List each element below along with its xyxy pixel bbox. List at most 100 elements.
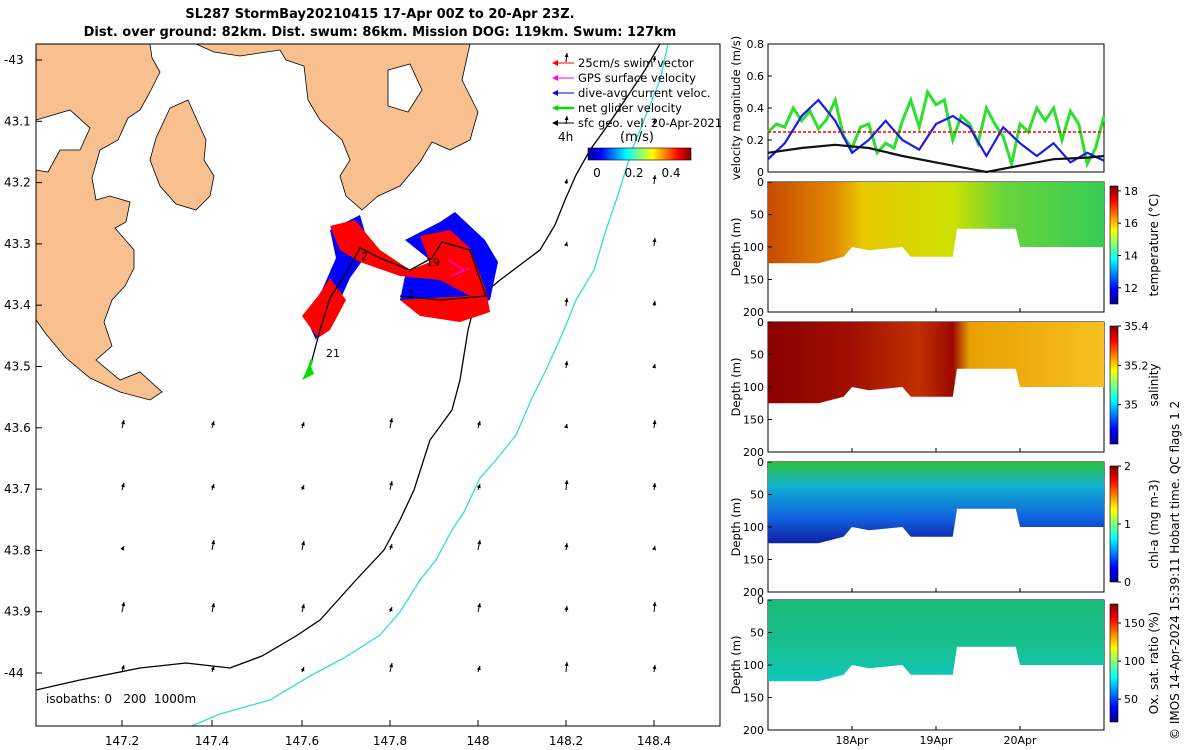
- map-ticks: 147.2 147.4 147.6 147.8 148 148.2 148.4 -43 43.1…: [4, 53, 671, 748]
- geo-velocity-arrow: [301, 540, 306, 551]
- map-xtick-label: 148.2: [549, 734, 583, 748]
- section-panel: 0 50 100 150 200 Depth (m) 12 14 16 18 temperature…: [729, 176, 1161, 319]
- legend-arrowhead: [552, 75, 558, 81]
- sec-ytick-label: 150: [743, 554, 764, 567]
- legend-label: GPS surface velocity: [578, 71, 696, 85]
- day-label: 19: [426, 256, 440, 269]
- geo-velocity-arrow: [211, 602, 216, 613]
- colorbar-unit: (m/s): [620, 130, 654, 145]
- geo-velocity-arrow: [300, 421, 305, 429]
- colorbar-tick-label: 35.2: [1124, 359, 1149, 372]
- sec-ytick-label: 0: [757, 316, 764, 329]
- swim-velocity-vectors-south: [302, 278, 346, 338]
- sec-ytick-label: 50: [750, 627, 764, 640]
- colorbar-label: temperature (°C): [1147, 194, 1161, 297]
- map-ytick-label: 43.8: [4, 543, 31, 557]
- geostrophic-vectors: [120, 52, 657, 673]
- land-north: [195, 44, 479, 211]
- geo-velocity-arrow: [121, 419, 125, 429]
- glider-track: [302, 212, 498, 380]
- land-west-lower: [36, 109, 91, 173]
- colorbar-tick-label: 50: [1124, 693, 1138, 706]
- sec-ytick-label: 200: [743, 306, 764, 319]
- colorbar-tick-label: 100: [1124, 655, 1145, 668]
- geo-velocity-arrow: [120, 664, 125, 673]
- time-step-label: 4h: [558, 130, 573, 144]
- geo-velocity-arrow: [564, 178, 569, 185]
- vel-ytick-label: 0.4: [747, 102, 765, 115]
- gps-surface-velocity: [447, 259, 471, 277]
- section-data-field: [768, 322, 1104, 404]
- swim-velocity-vectors: [330, 220, 490, 322]
- colorbar-tick-label: 35: [1124, 399, 1138, 412]
- copyright-watermark: © IMOS 14-Apr-2024 15:39:11 Hobart time.…: [1168, 400, 1182, 740]
- geo-velocity-arrow: [652, 363, 656, 369]
- colorbar-tick-label: 0: [1124, 576, 1131, 589]
- sec-ytick-label: 100: [743, 241, 764, 254]
- geo-velocity-arrow: [477, 539, 482, 551]
- sec-xtick-label: 18Apr: [835, 734, 869, 747]
- geo-velocity-arrow: [476, 665, 481, 673]
- isobath-1000m: [191, 44, 669, 726]
- time-series-figure: 0 0.2 0.4 0.6 0.8 velocity magnitude (m/s) 0 5…: [729, 36, 1161, 747]
- geo-velocity-arrow: [652, 545, 656, 551]
- colorbar-tick-label: 2: [1124, 460, 1131, 473]
- colorbar-tick-label: 14: [1124, 250, 1138, 263]
- map-ytick-label: 43.3: [4, 237, 31, 251]
- sec-ytick-label: 150: [743, 692, 764, 705]
- isobaths-label: isobaths: 0 200 1000m: [46, 692, 196, 706]
- geo-velocity-arrow: [120, 482, 125, 491]
- colorbar-tick-label: 1: [1124, 518, 1131, 531]
- speed-colorbar: [587, 147, 692, 161]
- geo-velocity-arrow: [121, 601, 126, 613]
- geo-velocity-arrow: [301, 603, 305, 613]
- sec-ytick-label: 100: [743, 659, 764, 672]
- sec-ytick-label: 50: [750, 349, 764, 362]
- map-ytick-label: 43.9: [4, 605, 31, 619]
- colorbar-tick: 0.4: [661, 166, 680, 180]
- geo-velocity-arrow: [389, 417, 394, 429]
- section-panel: 0 50 100 150 200 Depth (m) 18Apr 19Apr 20Apr 50 10…: [729, 594, 1161, 747]
- sec-xtick-label: 19Apr: [919, 734, 953, 747]
- land-west: [36, 44, 163, 401]
- geo-velocity-arrow: [652, 419, 657, 429]
- map-axes: [35, 43, 721, 727]
- map-figure: 2 19 1 21 147.2 147.4 147.6 147.8 148 148.2 14…: [4, 43, 722, 748]
- geo-velocity-arrow: [564, 542, 569, 551]
- colorbar-tick-label: 12: [1124, 282, 1138, 295]
- net-velocity-arrowhead: [302, 364, 314, 380]
- day-label: 21: [326, 347, 340, 360]
- section-data-field: [768, 600, 1104, 682]
- legend-label: net glider velocity: [578, 101, 682, 115]
- geo-velocity-arrow: [652, 237, 657, 247]
- section-panel: 0 50 100 150 200 Depth (m) 35 35.2 35.4 salinity: [729, 316, 1161, 459]
- geo-velocity-arrow: [300, 666, 305, 673]
- geo-velocity-arrow: [564, 297, 569, 307]
- sec-ylabel: Depth (m): [729, 218, 743, 277]
- map-ytick-label: 43.1: [4, 114, 31, 128]
- section-data-field: [768, 462, 1104, 544]
- legend-arrowhead: [552, 120, 558, 126]
- geo-velocity-arrow: [388, 543, 393, 551]
- geo-velocity-arrow: [389, 662, 394, 673]
- vel-ylabel: velocity magnitude (m/s): [729, 36, 743, 181]
- geo-velocity-arrow: [652, 174, 657, 185]
- figure-title-line1: SL287 StormBay20210415 17-Apr 00Z to 20-…: [185, 7, 575, 22]
- map-xtick-label: 148: [467, 734, 490, 748]
- map-ytick-label: -43: [4, 53, 24, 67]
- map-xtick-label: 148.4: [637, 734, 671, 748]
- colorbar-label: Ox. sat. ratio (%): [1147, 612, 1161, 714]
- sec-ytick-label: 100: [743, 521, 764, 534]
- geo-velocity-arrow: [210, 665, 215, 673]
- geo-velocity-arrow: [388, 606, 393, 613]
- geo-velocity-arrow: [211, 539, 216, 551]
- legend-arrowhead: [552, 105, 558, 111]
- map-ytick-label: 43.6: [4, 421, 31, 435]
- section-colorbar: [1109, 465, 1119, 583]
- geo-velocity-arrow: [476, 483, 481, 491]
- map-ytick-label: 43.2: [4, 176, 31, 190]
- geo-velocity-arrow: [120, 545, 125, 551]
- velocity-series-line: [767, 98, 1105, 164]
